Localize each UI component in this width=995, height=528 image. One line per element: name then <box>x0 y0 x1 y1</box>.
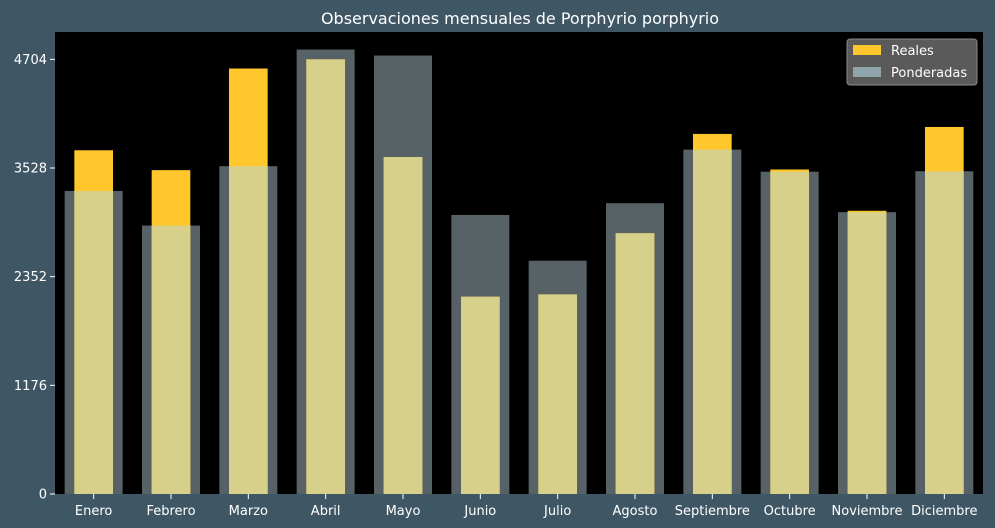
bar-overlap-abril <box>306 59 345 494</box>
legend-label-reales: Reales <box>891 44 934 59</box>
legend-label-ponderadas: Ponderadas <box>891 66 967 81</box>
x-tick-label: Abril <box>311 504 341 519</box>
bar-overlap-octubre <box>770 171 809 494</box>
bar-overlap-agosto <box>615 233 655 494</box>
bar-overlap-septiembre <box>693 149 732 495</box>
y-tick-label: 2352 <box>14 270 47 285</box>
x-axis: Enero Febrero Marzo Abril Mayo Junio Julio Agos… <box>75 494 978 519</box>
x-tick-label: Mayo <box>386 504 421 519</box>
x-tick-label: Julio <box>543 504 571 519</box>
bar-overlap-marzo <box>229 166 268 494</box>
bar-overlap-diciembre <box>925 171 964 494</box>
x-tick-label: Agosto <box>613 504 658 519</box>
x-tick-label: Enero <box>75 504 113 519</box>
y-tick-label: 1176 <box>14 379 47 394</box>
legend-swatch-reales <box>853 45 881 55</box>
x-tick-label: Octubre <box>764 504 816 519</box>
bar-overlap-febrero <box>151 225 191 494</box>
x-tick-label: Diciembre <box>911 504 977 519</box>
overlap-bars <box>74 59 964 495</box>
legend: Reales Ponderadas <box>846 38 978 86</box>
x-tick-label: Noviembre <box>832 504 903 519</box>
y-tick-label: 0 <box>39 488 47 503</box>
plot-area <box>55 32 983 494</box>
legend-swatch-ponderadas <box>853 67 881 77</box>
bar-overlap-enero <box>74 190 113 495</box>
y-axis: 0 1176 2352 3528 4704 <box>14 53 55 503</box>
x-tick-label: Junio <box>463 504 496 519</box>
bar-overlap-mayo <box>383 157 423 494</box>
x-tick-label: Septiembre <box>675 504 750 519</box>
y-tick-label: 3528 <box>14 162 47 177</box>
bar-overlap-noviembre <box>847 212 887 494</box>
x-tick-label: Febrero <box>146 504 195 519</box>
x-tick-label: Marzo <box>229 504 268 519</box>
y-tick-label: 4704 <box>14 53 47 68</box>
bar-overlap-junio <box>461 296 500 494</box>
chart-title: Observaciones mensuales de Porphyrio por… <box>321 9 719 28</box>
bar-overlap-julio <box>538 294 577 494</box>
